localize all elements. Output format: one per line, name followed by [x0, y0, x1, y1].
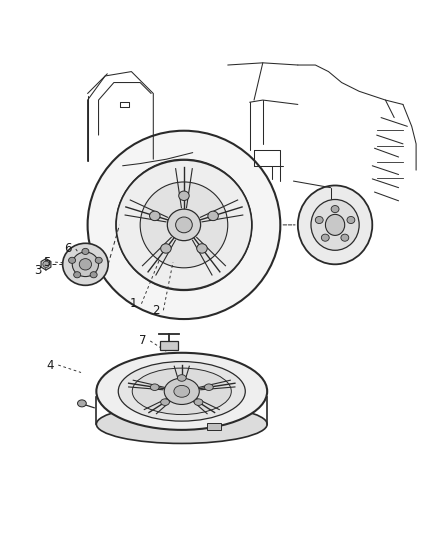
Ellipse shape: [164, 378, 199, 405]
Ellipse shape: [321, 234, 329, 241]
Ellipse shape: [43, 261, 49, 268]
Ellipse shape: [347, 216, 355, 223]
Ellipse shape: [96, 353, 267, 430]
Ellipse shape: [132, 368, 231, 415]
Ellipse shape: [197, 244, 207, 253]
Text: 3: 3: [35, 264, 42, 277]
Ellipse shape: [74, 272, 81, 278]
Ellipse shape: [311, 199, 359, 251]
Ellipse shape: [95, 257, 102, 263]
Ellipse shape: [176, 217, 192, 233]
Text: 1: 1: [130, 297, 138, 310]
Ellipse shape: [88, 131, 280, 319]
Ellipse shape: [78, 400, 86, 407]
Text: 2: 2: [152, 304, 159, 317]
Ellipse shape: [298, 185, 372, 264]
Ellipse shape: [179, 191, 189, 200]
Ellipse shape: [331, 206, 339, 213]
Ellipse shape: [177, 375, 186, 381]
Ellipse shape: [150, 384, 159, 391]
Ellipse shape: [116, 160, 252, 290]
Ellipse shape: [341, 234, 349, 241]
FancyBboxPatch shape: [207, 423, 221, 430]
Ellipse shape: [118, 361, 245, 421]
Ellipse shape: [149, 211, 160, 221]
Ellipse shape: [90, 272, 97, 278]
Ellipse shape: [161, 244, 171, 253]
Ellipse shape: [205, 384, 213, 391]
Text: 4: 4: [46, 359, 54, 372]
Text: 7: 7: [138, 335, 146, 348]
Polygon shape: [41, 259, 51, 270]
FancyBboxPatch shape: [160, 341, 178, 350]
Ellipse shape: [96, 405, 267, 443]
Ellipse shape: [63, 243, 108, 285]
Ellipse shape: [82, 248, 89, 254]
Text: 6: 6: [64, 243, 72, 255]
Ellipse shape: [194, 399, 203, 406]
Ellipse shape: [208, 211, 219, 221]
Ellipse shape: [79, 259, 92, 270]
Ellipse shape: [325, 214, 345, 236]
Ellipse shape: [161, 399, 170, 406]
Ellipse shape: [72, 252, 99, 277]
Ellipse shape: [315, 216, 323, 223]
Ellipse shape: [140, 182, 228, 268]
Ellipse shape: [167, 209, 201, 241]
Ellipse shape: [174, 385, 190, 397]
Text: 5: 5: [44, 256, 51, 269]
Ellipse shape: [69, 257, 76, 263]
